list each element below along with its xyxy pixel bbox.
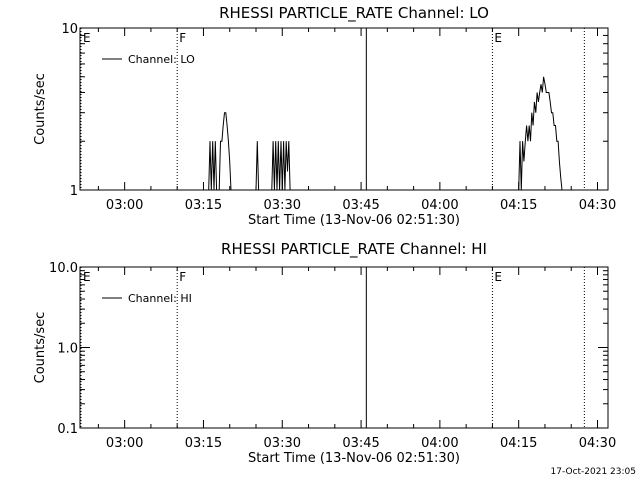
x-tick-label: 03:00 [106, 436, 143, 451]
x-tick-label: 03:45 [342, 198, 379, 213]
x-tick-label: 03:15 [185, 198, 222, 213]
y-tick-label: 0.1 [57, 422, 78, 437]
time-marker-label: E [494, 270, 502, 284]
y-tick-label: 1 [70, 184, 78, 199]
x-tick-label: 04:15 [500, 198, 537, 213]
x-axis-label: Start Time (13-Nov-06 02:51:30) [248, 213, 460, 228]
time-marker-label: E [494, 31, 502, 45]
x-tick-label: 04:15 [500, 436, 537, 451]
y-axis-label: Counts/sec [33, 73, 48, 145]
y-axis-label: Counts/sec [33, 312, 48, 384]
x-tick-label: 04:00 [421, 198, 458, 213]
chart-title: RHESSI PARTICLE_RATE Channel: LO [219, 4, 489, 23]
x-tick-label: 03:45 [342, 436, 379, 451]
x-tick-label: 04:30 [579, 198, 616, 213]
x-tick-label: 04:00 [421, 436, 458, 451]
y-tick-label: 1.0 [57, 342, 78, 357]
x-tick-label: 04:30 [579, 436, 616, 451]
time-marker-label: F [179, 31, 186, 45]
x-tick-label: 03:30 [264, 198, 301, 213]
chart-title: RHESSI PARTICLE_RATE Channel: HI [221, 240, 487, 259]
data-series-line [208, 76, 563, 191]
time-marker-label: F [179, 270, 186, 284]
y-tick-label: 10 [61, 22, 78, 37]
time-marker-label: E [83, 270, 91, 284]
x-tick-label: 03:30 [264, 436, 301, 451]
legend-label: Channel: HI [128, 292, 192, 305]
x-axis-label: Start Time (13-Nov-06 02:51:30) [248, 451, 460, 466]
time-marker-label: E [83, 31, 91, 45]
legend-label: Channel: LO [128, 53, 195, 66]
footer-timestamp: 17-Oct-2021 23:05 [551, 467, 636, 477]
y-tick-label: 10.0 [49, 261, 78, 276]
x-tick-label: 03:00 [106, 198, 143, 213]
x-tick-label: 03:15 [185, 436, 222, 451]
